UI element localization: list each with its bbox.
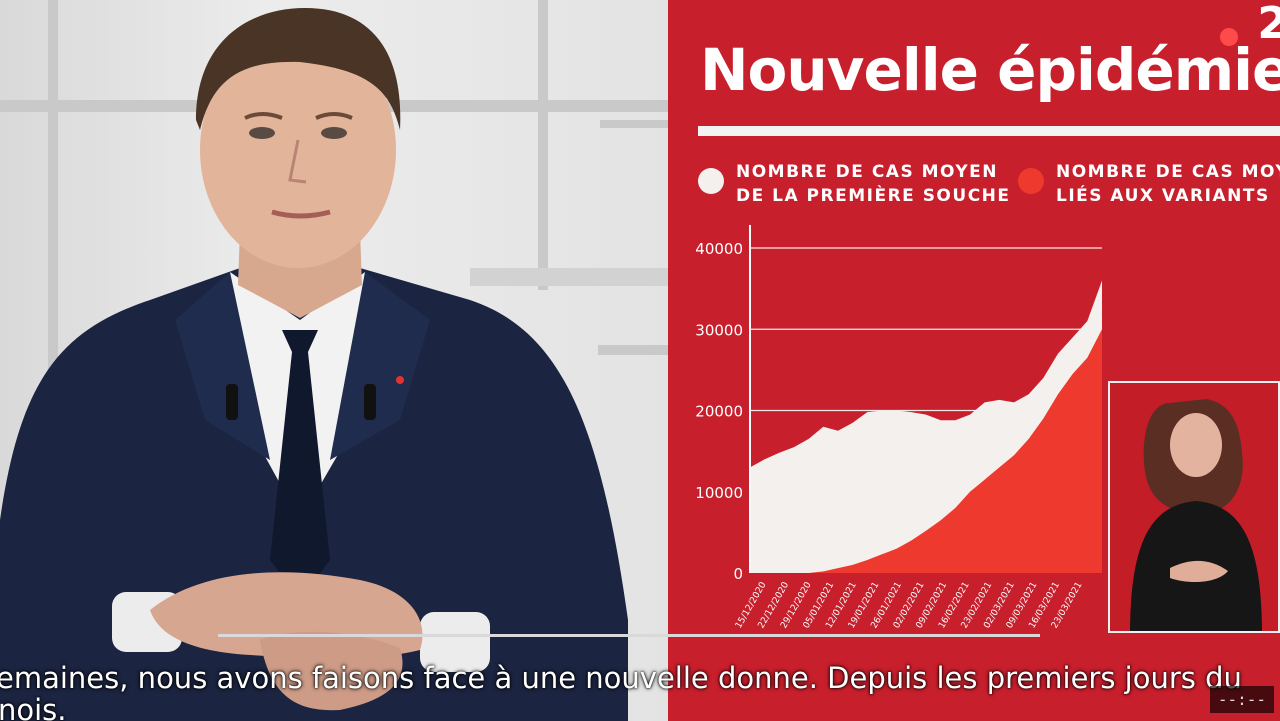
wall-panel-line [598, 345, 668, 355]
speaker-figure [0, 8, 628, 721]
studio-background [0, 0, 668, 721]
interpreter-figure [1130, 399, 1262, 631]
wall-panel-line [600, 120, 668, 128]
chart-title: Nouvelle épidémie [700, 36, 1280, 104]
wall-panel-line [538, 0, 548, 290]
subtitle-line: emaines, nous avons faisons face à une n… [0, 661, 1242, 695]
y-tick-label: 30000 [695, 321, 743, 339]
y-tick-label: 20000 [695, 403, 743, 421]
series-area-variants [750, 329, 1102, 573]
channel-logo-dot [1220, 28, 1238, 46]
subtitle-line: nois. [0, 693, 67, 721]
legend-swatch-first-strain [698, 168, 724, 194]
timecode-display: --:-- [1209, 686, 1274, 713]
title-underline [698, 126, 1280, 136]
legend-label: NOMBRE DE CAS MOYEN [736, 162, 999, 182]
y-tick-label: 0 [733, 565, 743, 583]
sign-language-interpreter-inset [1108, 381, 1280, 633]
legend-item-first-strain: NOMBRE DE CAS MOYEN DE LA PREMIÈRE SOUCH… [736, 160, 1011, 208]
subtitle-divider [218, 634, 1040, 637]
wall-panel-line [48, 0, 58, 721]
legend-swatch-variants [1018, 168, 1044, 194]
legend-label: NOMBRE DE CAS MOYE [1056, 162, 1280, 182]
legend-label: DE LA PREMIÈRE SOUCHE [736, 186, 1011, 206]
channel-logo: 2 [1257, 0, 1280, 49]
subtitle-caption: emaines, nous avons faisons face à une n… [0, 654, 1280, 721]
legend-item-variants: NOMBRE DE CAS MOYE LIÉS AUX VARIANTS [1056, 160, 1280, 208]
y-tick-label: 40000 [695, 240, 743, 258]
wall-panel-line [470, 268, 668, 286]
legend-label: LIÉS AUX VARIANTS [1056, 186, 1270, 206]
y-tick-label: 10000 [695, 484, 743, 502]
